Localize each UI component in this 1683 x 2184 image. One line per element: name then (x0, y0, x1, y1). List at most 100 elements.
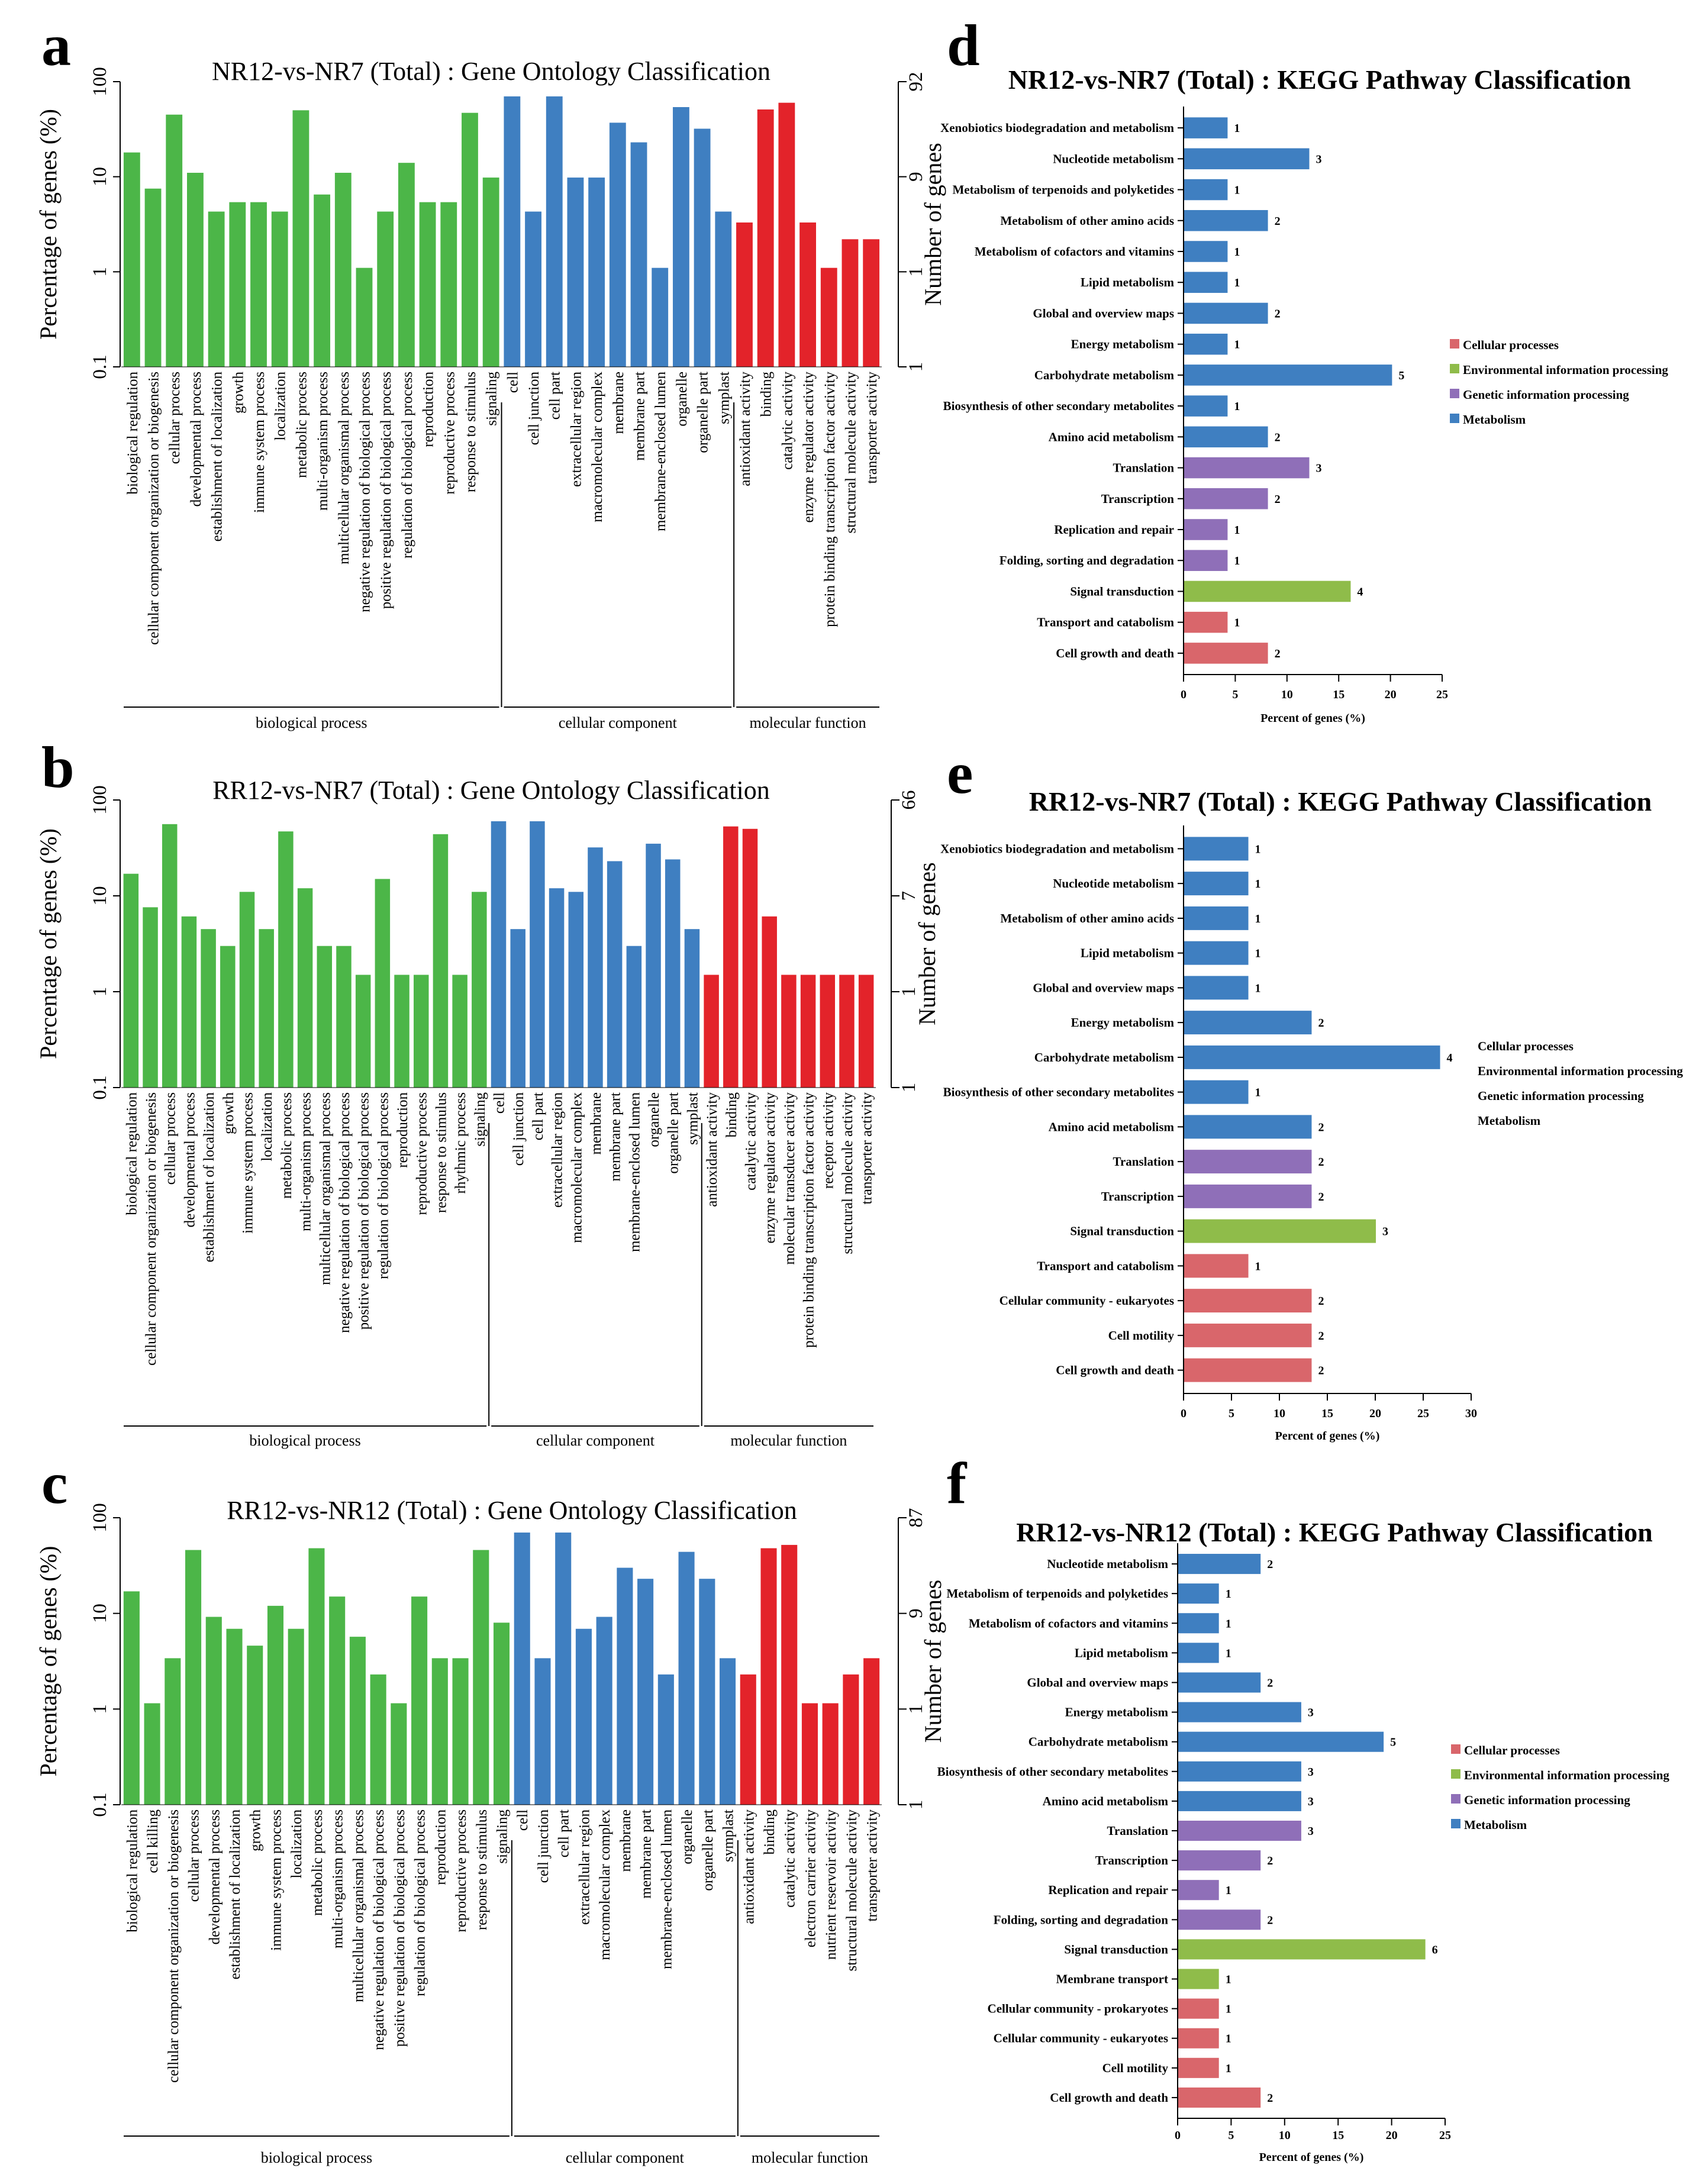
pathway-label: Xenobiotics biodegradation and metabolis… (940, 121, 1174, 135)
gene-count-label: 2 (1318, 1156, 1324, 1169)
bar-c-cellular_component (514, 1533, 530, 1805)
bar-genetic_information_processing (1184, 457, 1310, 479)
category-label: positive regulation of biological proces… (392, 1809, 408, 2047)
legend-entry: Genetic information processing (1463, 388, 1629, 402)
gene-count-label: 3 (1308, 1766, 1314, 1779)
gene-count-label: 1 (1234, 246, 1240, 259)
bar-metabolism (1184, 837, 1249, 861)
category-label: regulation of biological process (399, 372, 415, 559)
pathway-label: Metabolism of terpenoids and polyketides (952, 183, 1174, 197)
category-label: establishment of localization (227, 1809, 243, 1980)
bar-genetic_information_processing (1184, 519, 1228, 540)
bar-b-biological_process (220, 946, 236, 1088)
bar-a-biological_process (440, 202, 457, 367)
legend-entry: Environmental information processing (1464, 1768, 1669, 1782)
legend-swatch (1450, 339, 1459, 349)
gene-count-label: 1 (1226, 2003, 1231, 2016)
category-label: membrane part (632, 372, 648, 461)
bar-metabolism (1178, 1583, 1219, 1604)
legend-entry: Genetic information processing (1478, 1089, 1644, 1103)
legend-entry: Metabolism (1463, 412, 1526, 427)
bar-a-cellular_component (694, 128, 711, 367)
pathway-label: Metabolism of cofactors and vitamins (975, 244, 1174, 259)
panel-letter: e (947, 740, 973, 806)
bar-genetic_information_processing (1184, 488, 1268, 509)
pathway-label: Energy metabolism (1071, 337, 1175, 351)
gene-count-label: 4 (1447, 1051, 1453, 1064)
category-label: reproductive process (441, 372, 457, 495)
category-label: organelle part (700, 1809, 716, 1891)
bar-b-molecular_function (781, 975, 797, 1088)
category-label: response to stimulus (433, 1092, 449, 1213)
category-label: structural molecule activity (843, 372, 859, 534)
gene-count-label: 1 (1226, 2033, 1231, 2046)
gene-count-label: 1 (1226, 1617, 1231, 1630)
category-label: organelle (674, 372, 690, 427)
category-label: signaling (472, 1092, 488, 1147)
bar-metabolism (1178, 1702, 1301, 1722)
bar-a-cellular_component (504, 96, 521, 367)
bar-a-biological_process (229, 202, 246, 367)
bar-metabolism (1184, 906, 1249, 930)
gene-count-label: 1 (1234, 524, 1240, 537)
x-tick-label: 15 (1321, 1407, 1333, 1420)
gene-count-label: 2 (1318, 1121, 1324, 1134)
gene-count-label: 2 (1275, 647, 1281, 660)
bar-metabolism (1184, 210, 1268, 231)
category-label: reproduction (395, 1092, 411, 1168)
legend-entry: Metabolism (1464, 1818, 1527, 1832)
bar-b-cellular_component (665, 859, 681, 1088)
gene-count-label: 2 (1267, 1676, 1273, 1689)
y2-tick-label: 9 (905, 172, 927, 182)
bar-cellular_processes (1184, 643, 1268, 664)
pathway-label: Signal transduction (1064, 1942, 1168, 1956)
bar-a-biological_process (462, 112, 478, 367)
bar-cellular_processes (1184, 1254, 1249, 1278)
y-axis-label: Percentage of genes (%) (35, 109, 62, 340)
bar-b-molecular_function (742, 828, 758, 1088)
gene-count-label: 2 (1275, 307, 1281, 320)
category-label: binding (762, 1809, 778, 1855)
pathway-label: Biosynthesis of other secondary metaboli… (937, 1764, 1168, 1779)
bar-b-biological_process (143, 907, 158, 1088)
bar-metabolism (1184, 148, 1310, 170)
pathway-label: Energy metabolism (1071, 1015, 1175, 1030)
category-label: symplast (685, 1092, 701, 1145)
bar-b-biological_process (123, 873, 139, 1088)
bar-c-cellular_component (657, 1674, 674, 1805)
category-label: establishment of localization (209, 372, 225, 542)
bar-b-molecular_function (839, 975, 855, 1088)
bar-c-biological_process (144, 1703, 160, 1805)
category-label: immune system process (252, 372, 267, 513)
category-label: binding (759, 372, 775, 417)
bar-cellular_processes (1184, 611, 1228, 633)
gene-count-label: 2 (1267, 1914, 1273, 1927)
bar-b-biological_process (278, 831, 294, 1088)
category-label: biological regulation (124, 1809, 140, 1933)
gene-count-label: 1 (1255, 878, 1261, 891)
bar-b-cellular_component (491, 821, 507, 1088)
category-label: multicellular organismal process (336, 372, 352, 564)
bar-c-cellular_component (575, 1628, 592, 1805)
group-label: molecular function (730, 1432, 847, 1449)
gene-count-label: 5 (1398, 369, 1404, 382)
category-label: regulation of biological process (375, 1092, 391, 1279)
gene-count-label: 3 (1316, 153, 1322, 166)
bar-metabolism (1178, 1731, 1384, 1752)
category-label: localization (259, 1092, 275, 1162)
bar-a-molecular_function (799, 222, 816, 367)
bar-b-cellular_component (510, 929, 525, 1088)
bar-metabolism (1184, 872, 1249, 896)
group-label: cellular component (566, 2149, 685, 2166)
gene-count-label: 1 (1255, 1086, 1261, 1099)
bar-metabolism (1178, 1643, 1219, 1663)
y-tick-label: 0.1 (89, 354, 111, 379)
bar-b-biological_process (336, 946, 352, 1088)
bar-c-biological_process (370, 1674, 386, 1805)
chart-title: RR12-vs-NR7 (Total) : Gene Ontology Clas… (212, 776, 770, 805)
bar-c-molecular_function (760, 1548, 777, 1805)
x-tick-label: 25 (1436, 688, 1448, 701)
bar-a-cellular_component (672, 107, 689, 367)
bar-b-cellular_component (684, 929, 700, 1088)
x-tick-label: 15 (1333, 688, 1345, 701)
